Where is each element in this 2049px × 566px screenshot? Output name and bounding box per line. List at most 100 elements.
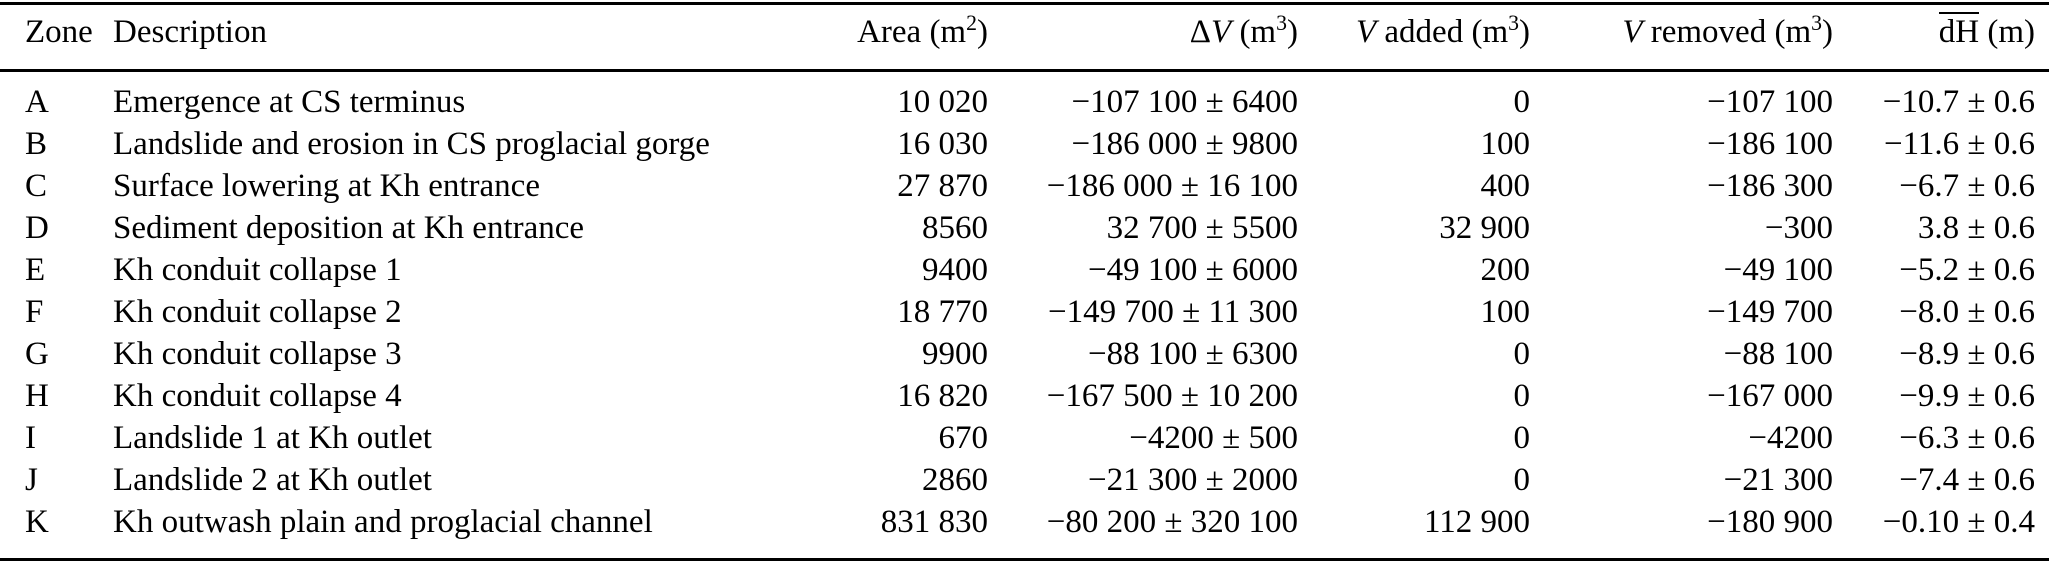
cell-v-removed: −149 700 <box>1707 294 1833 330</box>
cell-zone: H <box>25 378 49 414</box>
cell-dh: −0.10 ± 0.4 <box>1882 504 2035 540</box>
table-row: A Emergence at CS terminus 10 020 −107 100 … <box>0 71 2049 124</box>
cell-zone: F <box>25 294 44 330</box>
cell-delta-v: 32 700 ± 5500 <box>1106 210 1298 246</box>
delta-v-unit-post: ) <box>1287 14 1298 50</box>
cell-zone: E <box>25 252 46 288</box>
cell-delta-v: −4200 ± 500 <box>1129 420 1298 456</box>
cell-area: 16 030 <box>897 126 988 162</box>
header-row: Zone Description Area (m2) ΔV (m3) V add… <box>0 3 2049 72</box>
cell-v-added: 100 <box>1480 126 1531 162</box>
cell-delta-v: −167 500 ± 10 200 <box>1046 378 1298 414</box>
cell-v-added: 112 900 <box>1423 504 1530 540</box>
table-row: C Surface lowering at Kh entrance 27 870 −1… <box>0 165 2049 207</box>
v-removed-unit-sup: 3 <box>1811 11 1822 35</box>
cell-v-added: 100 <box>1480 294 1531 330</box>
cell-area: 9400 <box>922 252 988 288</box>
cell-v-removed: −180 900 <box>1707 504 1833 540</box>
cell-delta-v: −149 700 ± 11 300 <box>1048 294 1298 330</box>
cell-description: Kh outwash plain and proglacial channel <box>113 504 653 540</box>
cell-area: 18 770 <box>897 294 988 330</box>
cell-description: Surface lowering at Kh entrance <box>113 168 540 204</box>
cell-description: Kh conduit collapse 2 <box>113 294 402 330</box>
cell-dh: −9.9 ± 0.6 <box>1899 378 2035 414</box>
col-header-v-removed: V removed (m3) <box>1530 3 1833 72</box>
v-added-label: added (m <box>1376 14 1509 50</box>
dh-unit: (m) <box>1979 14 2035 50</box>
cell-delta-v: −88 100 ± 6300 <box>1088 336 1298 372</box>
v-symbol: V <box>1622 14 1643 50</box>
col-header-v-added: V added (m3) <box>1298 3 1530 72</box>
cell-area: 8560 <box>922 210 988 246</box>
cell-description: Sediment deposition at Kh entrance <box>113 210 585 246</box>
cell-v-added: 0 <box>1513 462 1531 498</box>
area-unit-post: ) <box>977 14 988 50</box>
v-symbol: V <box>1355 14 1377 50</box>
cell-dh: −8.0 ± 0.6 <box>1899 294 2035 330</box>
cell-v-removed: −4200 <box>1748 420 1833 456</box>
cell-dh: −10.7 ± 0.6 <box>1882 84 2035 120</box>
cell-description: Landslide and erosion in CS proglacial g… <box>113 126 710 162</box>
cell-dh: −6.3 ± 0.6 <box>1899 420 2035 456</box>
cell-delta-v: −107 100 ± 6400 <box>1071 84 1298 120</box>
cell-v-added: 32 900 <box>1439 210 1530 246</box>
cell-zone: B <box>25 126 48 162</box>
col-header-zone: Zone <box>0 3 113 72</box>
table-row: H Kh conduit collapse 4 16 820 −167 500 ± 1… <box>0 375 2049 417</box>
cell-description: Landslide 2 at Kh outlet <box>113 462 432 498</box>
cell-description: Landslide 1 at Kh outlet <box>113 420 432 456</box>
cell-zone: J <box>25 462 38 498</box>
cell-dh: 3.8 ± 0.6 <box>1917 210 2035 246</box>
table-row: D Sediment deposition at Kh entrance 8560 3… <box>0 207 2049 249</box>
table-row: K Kh outwash plain and proglacial channel… <box>0 501 2049 560</box>
table-row: I Landslide 1 at Kh outlet 670 −4200 ± 500 0… <box>0 417 2049 459</box>
cell-v-removed: −49 100 <box>1723 252 1833 288</box>
cell-zone: D <box>25 210 49 246</box>
cell-v-removed: −88 100 <box>1723 336 1833 372</box>
area-unit-sup: 2 <box>966 11 977 35</box>
cell-delta-v: −186 000 ± 16 100 <box>1046 168 1298 204</box>
col-header-dh: dH (m) <box>1833 3 2049 72</box>
delta-v-unit-sup: 3 <box>1276 11 1287 35</box>
dh-overbar-symbol: dH <box>1938 12 1980 50</box>
cell-area: 2860 <box>922 462 988 498</box>
cell-v-added: 0 <box>1513 378 1531 414</box>
cell-v-removed: −186 100 <box>1707 126 1833 162</box>
cell-area: 16 820 <box>897 378 988 414</box>
table-header: Zone Description Area (m2) ΔV (m3) V add… <box>0 3 2049 72</box>
table-row: B Landslide and erosion in CS proglacial … <box>0 123 2049 165</box>
cell-v-added: 0 <box>1513 84 1531 120</box>
cell-v-added: 0 <box>1513 420 1531 456</box>
v-added-unit-post: ) <box>1519 14 1530 50</box>
table-body: A Emergence at CS terminus 10 020 −107 100 … <box>0 71 2049 560</box>
cell-area: 831 830 <box>880 504 988 540</box>
cell-v-removed: −186 300 <box>1707 168 1833 204</box>
cell-zone: G <box>25 336 49 372</box>
cell-v-added: 0 <box>1513 336 1531 372</box>
table-row: F Kh conduit collapse 2 18 770 −149 700 ± 1… <box>0 291 2049 333</box>
cell-dh: −7.4 ± 0.6 <box>1899 462 2035 498</box>
cell-delta-v: −186 000 ± 9800 <box>1071 126 1298 162</box>
cell-dh: −6.7 ± 0.6 <box>1899 168 2035 204</box>
v-removed-label: removed (m <box>1642 14 1812 50</box>
cell-dh: −11.6 ± 0.6 <box>1884 126 2035 162</box>
cell-delta-v: −80 200 ± 320 100 <box>1046 504 1298 540</box>
cell-zone: K <box>25 504 49 540</box>
table-row: J Landslide 2 at Kh outlet 2860 −21 300 ± 2… <box>0 459 2049 501</box>
cell-description: Kh conduit collapse 3 <box>113 336 402 372</box>
col-header-delta-v: ΔV (m3) <box>988 3 1298 72</box>
cell-zone: I <box>25 420 36 456</box>
col-header-area: Area (m2) <box>838 3 988 72</box>
cell-v-added: 400 <box>1480 168 1531 204</box>
cell-dh: −5.2 ± 0.6 <box>1899 252 2035 288</box>
cell-dh: −8.9 ± 0.6 <box>1899 336 2035 372</box>
area-unit-pre: Area (m <box>857 14 967 50</box>
cell-v-removed: −21 300 <box>1723 462 1833 498</box>
col-header-description: Description <box>113 3 838 72</box>
cell-v-added: 200 <box>1480 252 1531 288</box>
cell-area: 9900 <box>922 336 988 372</box>
delta-v-unit-pre: (m <box>1231 14 1277 50</box>
cell-area: 27 870 <box>897 168 988 204</box>
